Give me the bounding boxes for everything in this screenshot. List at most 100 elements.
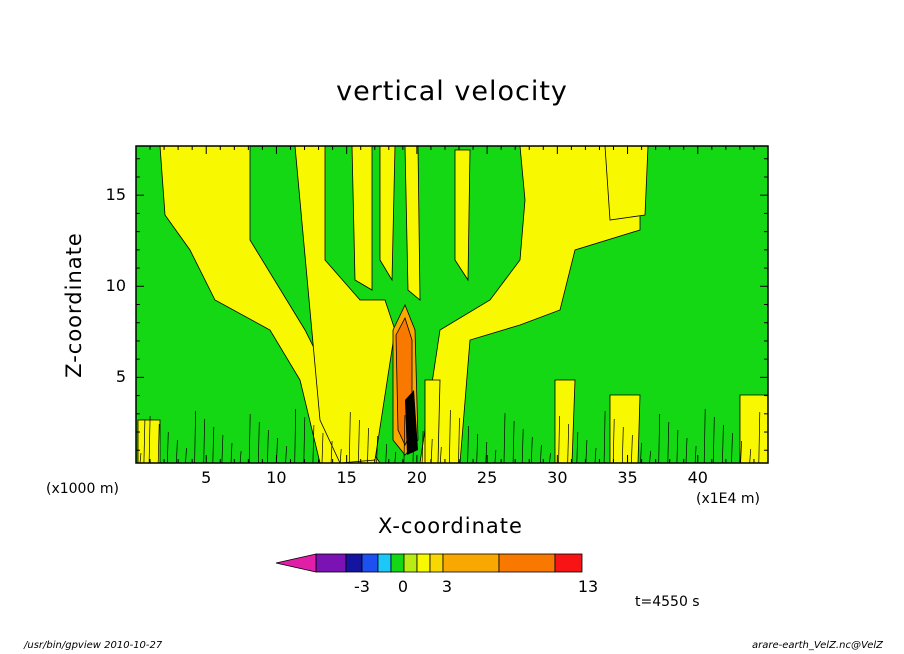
surface-contour xyxy=(248,413,251,464)
colorbar-segment xyxy=(390,553,405,573)
surface-contour xyxy=(303,416,306,464)
x-tick-label: 10 xyxy=(266,468,287,487)
surface-contour xyxy=(239,450,242,464)
surface-contour xyxy=(576,431,579,464)
yellow-region xyxy=(739,394,769,464)
surface-contour xyxy=(376,435,378,464)
surface-contour xyxy=(603,410,606,464)
surface-contour xyxy=(667,421,670,464)
surface-contour xyxy=(285,445,287,464)
surface-contour xyxy=(476,433,479,464)
yellow-region xyxy=(454,149,471,282)
surface-contour xyxy=(640,442,642,464)
surface-contour xyxy=(166,431,169,464)
surface-contour xyxy=(494,449,497,464)
surface-contour xyxy=(148,415,151,464)
surface-contour xyxy=(512,420,515,464)
surface-contour xyxy=(458,417,460,464)
surface-contour xyxy=(449,409,451,464)
yellow-region xyxy=(419,145,641,464)
x-tick-label: 35 xyxy=(617,468,638,487)
surface-contour xyxy=(221,434,224,464)
surface-contour xyxy=(212,426,215,464)
surface-contour xyxy=(467,425,469,464)
footer-right: arare-earth_VelZ.nc@VelZ xyxy=(752,640,883,651)
surface-contour xyxy=(194,410,196,464)
contour-field xyxy=(136,145,769,464)
colorbar-tick-label: 3 xyxy=(441,577,453,596)
surface-contour xyxy=(685,437,688,464)
colorbar-segment xyxy=(429,553,444,573)
surface-contour xyxy=(139,452,142,464)
colorbar-segment xyxy=(345,553,363,573)
surface-contour xyxy=(649,450,651,464)
surface-contour xyxy=(676,429,679,464)
surface-contour xyxy=(330,440,333,464)
surface-contour xyxy=(694,445,697,464)
chart-title: vertical velocity xyxy=(336,76,568,107)
yellow-region xyxy=(554,379,576,464)
colorbar-segment xyxy=(442,553,500,573)
x-tick-label: 5 xyxy=(201,468,212,487)
surface-contour xyxy=(731,432,733,464)
x-axis-title: X-coordinate xyxy=(378,514,523,538)
surface-contour xyxy=(540,444,542,464)
colorbar-segment xyxy=(416,553,431,573)
surface-contour xyxy=(712,416,715,464)
x-tick-label: 25 xyxy=(476,468,498,487)
surface-contour xyxy=(485,441,488,464)
surface-contour xyxy=(257,421,260,464)
x-tick-label: 30 xyxy=(547,468,568,487)
surface-contour xyxy=(439,446,442,464)
surface-contour xyxy=(321,432,324,464)
surface-contour xyxy=(339,448,342,464)
colorbar-tick-label: 0 xyxy=(397,577,409,596)
surface-contour xyxy=(658,413,661,464)
x-tick-label: 20 xyxy=(406,468,428,487)
colorbar-segment xyxy=(498,553,556,573)
yellow-region xyxy=(609,394,641,464)
surface-contour xyxy=(394,451,397,464)
dense-contours xyxy=(405,390,418,455)
surface-contour xyxy=(421,430,424,464)
yellow-region xyxy=(351,145,373,291)
surface-contour xyxy=(185,447,187,464)
x-axis-ticks xyxy=(149,146,755,463)
colorbar-tick-label: 13 xyxy=(577,577,599,596)
surface-contour xyxy=(157,423,160,464)
x-tick-label: 15 xyxy=(336,468,357,487)
yellow-region xyxy=(424,379,441,464)
surface-contour xyxy=(385,443,388,464)
surface-contour xyxy=(612,418,615,464)
surface-contour xyxy=(585,439,588,464)
surface-contour xyxy=(621,426,624,464)
surface-contour xyxy=(567,423,570,464)
colorbar-segment xyxy=(377,553,392,573)
surface-contour xyxy=(412,422,415,464)
surface-contour xyxy=(749,448,752,464)
surface-contour xyxy=(358,419,360,464)
x-tick-label: 40 xyxy=(687,468,708,487)
surface-contour xyxy=(549,452,551,464)
y-tick-label: 15 xyxy=(105,185,126,205)
surface-contour xyxy=(558,415,560,464)
y-tick-label: 5 xyxy=(115,367,126,387)
colorbar-segment xyxy=(361,553,379,573)
surface-contour xyxy=(758,411,761,464)
y-axis-title: Z-coordinate xyxy=(62,232,86,378)
colorbar-segment xyxy=(315,553,347,573)
colorbar xyxy=(275,553,583,573)
surface-contour xyxy=(594,447,597,464)
yellow-region xyxy=(379,145,396,282)
surface-contour xyxy=(503,412,506,464)
yellow-region xyxy=(604,145,649,221)
y-tick-label: 10 xyxy=(105,276,126,296)
surface-contour xyxy=(294,408,297,464)
surface-contour xyxy=(631,434,633,464)
surface-contour xyxy=(722,424,724,464)
colorbar-tick-label: -3 xyxy=(354,577,370,596)
colorbar-low-arrow xyxy=(275,553,317,573)
time-label: t=4550 s xyxy=(635,594,700,610)
colorbar-segment xyxy=(403,553,418,573)
